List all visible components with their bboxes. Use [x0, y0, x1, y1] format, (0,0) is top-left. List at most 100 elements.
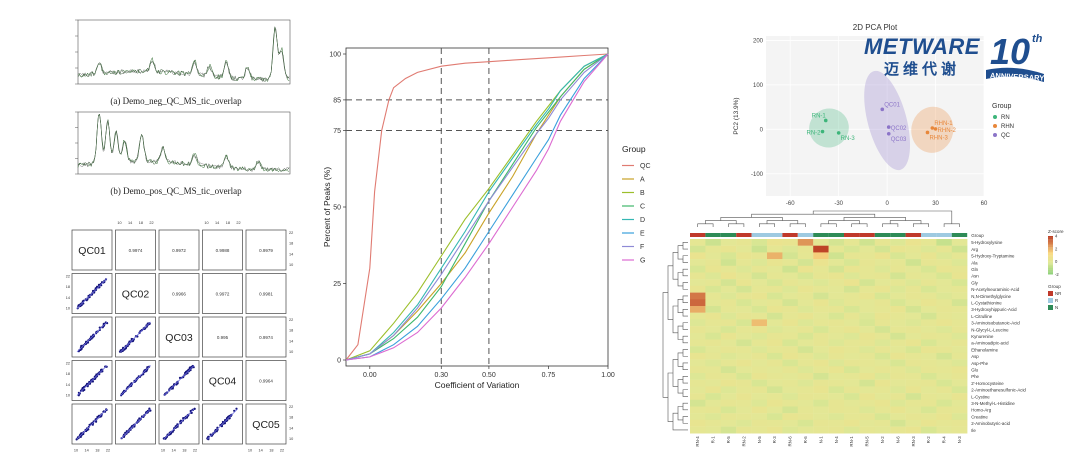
zscore-legend-swatch	[1048, 236, 1053, 238]
heatmap-cell	[936, 285, 952, 293]
heatmap-cell	[813, 299, 829, 307]
heatmap-col-dendrogram	[943, 223, 960, 227]
heatmap-cell	[797, 319, 814, 327]
zscore-legend-swatch	[1048, 272, 1053, 275]
heatmap-cell	[813, 326, 829, 333]
heatmap-cell	[828, 359, 845, 367]
corr-axis-tick: 14	[66, 383, 70, 387]
heatmap-cell	[844, 272, 860, 280]
heatmap-cell	[705, 245, 721, 253]
heatmap-cell	[782, 393, 798, 400]
heatmap-cell	[782, 406, 798, 414]
heatmap-cell	[736, 399, 752, 407]
heatmap-group-cell	[921, 233, 937, 237]
heatmap-cell	[921, 252, 937, 260]
heatmap-cell	[874, 386, 891, 394]
heatmap-cell	[859, 426, 875, 434]
heatmap-cell	[797, 366, 814, 374]
heatmap-cell	[782, 299, 798, 307]
heatmap-cell	[859, 352, 875, 360]
zscore-legend-swatch	[1048, 253, 1053, 256]
corr-fit-line	[76, 278, 108, 309]
logo-anniversary-suffix: th	[1032, 33, 1043, 45]
corr-point	[130, 337, 133, 341]
heatmap-cell	[936, 326, 952, 333]
tic-pos-caption: (b) Demo_pos_QC_MS_tic_overlap	[110, 186, 242, 196]
heatmap-cell	[751, 285, 768, 293]
heatmap-cell	[905, 346, 922, 354]
heatmap-cell	[782, 413, 798, 421]
heatmap-cell	[813, 252, 829, 260]
heatmap-cell	[874, 352, 891, 360]
heatmap-cell	[751, 299, 768, 307]
heatmap-cell	[905, 352, 922, 360]
group-legend-swatch	[1048, 298, 1053, 303]
zscore-legend-swatch	[1048, 250, 1053, 253]
heatmap-cell	[905, 312, 922, 320]
heatmap-cell	[736, 406, 752, 414]
heatmap-row-dendrogram	[682, 242, 688, 250]
logo-anniversary-number: 10	[990, 31, 1030, 72]
heatmap-col-label: R-1	[711, 436, 716, 444]
heatmap-cell	[751, 332, 768, 340]
heatmap-cell	[690, 279, 706, 287]
heatmap-cell	[890, 326, 906, 333]
heatmap-cell	[782, 373, 798, 380]
group-legend-swatch	[1048, 291, 1053, 296]
heatmap-cell	[890, 339, 906, 347]
heatmap-cell	[859, 319, 875, 327]
heatmap-cell	[720, 239, 737, 246]
heatmap-group-cell	[797, 233, 814, 237]
heatmap-cell	[890, 379, 906, 387]
heatmap-cell	[736, 359, 752, 367]
heatmap-cell	[921, 339, 937, 347]
heatmap-group-cell	[905, 233, 921, 237]
corr-cell	[245, 316, 287, 358]
heatmap-cell	[859, 252, 875, 260]
heatmap-cell	[813, 292, 829, 300]
heatmap-cell	[921, 292, 937, 300]
heatmap-cell	[874, 265, 891, 273]
heatmap-cell	[751, 272, 768, 280]
corr-fit-line	[120, 408, 151, 440]
heatmap-cell	[797, 379, 814, 387]
heatmap-cell	[767, 279, 783, 287]
heatmap-cell	[690, 406, 706, 414]
group-legend-label: NR	[1055, 291, 1061, 296]
heatmap-cell	[890, 299, 906, 307]
heatmap-cell	[705, 373, 721, 380]
heatmap-cell	[828, 419, 845, 427]
corr-sample-label: QC01	[78, 245, 106, 257]
heatmap-row-label: Ethanolamine	[971, 347, 998, 352]
heatmap-cell	[720, 419, 737, 427]
heatmap-cell	[921, 373, 937, 380]
corr-axis-tick: 10	[66, 394, 70, 398]
heatmap-cell	[690, 326, 706, 333]
heatmap-cell	[813, 406, 829, 414]
heatmap-cell	[936, 259, 952, 266]
pca-y-tick-label: -100	[751, 172, 764, 178]
heatmap-cell	[736, 393, 752, 400]
heatmap-cell	[951, 285, 968, 293]
zscore-legend-swatch	[1048, 271, 1053, 273]
zscore-legend-swatch	[1048, 258, 1053, 261]
corr-axis-tick: 22	[236, 221, 240, 225]
logo-ribbon	[986, 67, 1044, 82]
pca-x-tick-label: 0	[885, 201, 889, 207]
heatmap-cell	[859, 399, 875, 407]
heatmap-cell	[797, 339, 814, 347]
corr-axis-tick: 14	[85, 449, 89, 453]
heatmap-cell	[767, 413, 783, 421]
zscore-legend-swatch	[1048, 256, 1053, 259]
heatmap-cell	[751, 406, 768, 414]
heatmap-row-dendrogram	[682, 335, 688, 344]
heatmap-col-label: N-3	[957, 436, 962, 444]
pca-legend-label: RHN	[1001, 124, 1014, 130]
cv-y-tick-label: 25	[333, 281, 341, 288]
heatmap-row-label: Gln	[971, 267, 978, 272]
heatmap-row-dendrogram	[677, 245, 683, 260]
group-legend-swatch	[1048, 305, 1053, 310]
heatmap-cell	[936, 239, 952, 246]
heatmap-cell	[705, 272, 721, 280]
heatmap-cell	[951, 319, 968, 327]
